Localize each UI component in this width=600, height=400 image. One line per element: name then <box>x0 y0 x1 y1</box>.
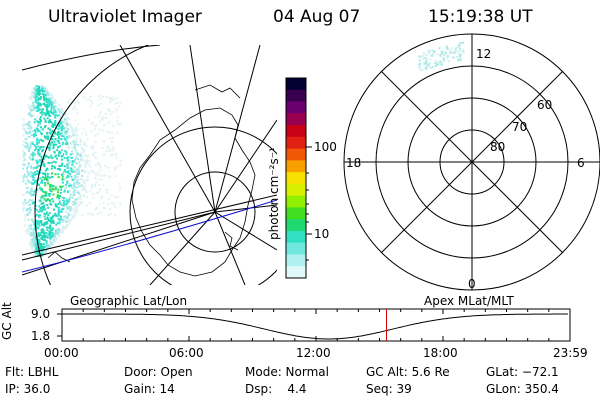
colorbar-strip <box>286 254 306 267</box>
colorbar <box>285 77 312 279</box>
meridian-line <box>22 211 216 276</box>
latitude-arc <box>22 45 161 71</box>
terminator-line <box>22 199 277 273</box>
colorbar-tick-label: 10 <box>314 227 330 241</box>
colorbar-strip <box>286 195 306 208</box>
mlat-label-80: 80 <box>490 140 506 154</box>
colorbar-unit-label: photon cm⁻²s⁻¹ <box>267 147 281 240</box>
xtick-label: 00:00 <box>44 346 79 360</box>
apex-label: Apex MLat/MLT <box>424 294 514 308</box>
timeline-plot <box>57 308 571 342</box>
colorbar-strip <box>286 230 306 244</box>
colorbar-strip <box>286 113 306 126</box>
meridian-line <box>214 211 246 285</box>
colorbar-strip <box>286 172 306 185</box>
meridian-line <box>214 204 277 213</box>
colorbar-strip <box>286 148 306 161</box>
latitude-circle <box>174 171 256 253</box>
mlt-line-diag <box>381 71 563 253</box>
colorbar-strip <box>286 125 306 138</box>
mlt-label-18: 18 <box>346 156 362 170</box>
ip-info: IP: 36.0 <box>5 382 51 396</box>
altitude-curve <box>62 313 568 340</box>
coastline <box>47 251 71 263</box>
dsp-info: Dsp: 4.4 <box>245 382 307 396</box>
polar-plot <box>343 33 600 291</box>
door-info: Door: Open <box>124 365 193 379</box>
colorbar-strip <box>286 219 306 232</box>
date-label: 04 Aug 07 <box>273 7 361 27</box>
xtick-label: 18:00 <box>423 346 458 360</box>
colorbar-tick-label: 100 <box>314 140 337 154</box>
colorbar-strip <box>286 160 306 173</box>
mlt-label-6: 6 <box>577 156 585 170</box>
mode-info: Mode: Normal <box>245 365 329 379</box>
ytick-label: 9.0 <box>31 307 51 321</box>
meridian-line <box>119 45 216 213</box>
gc-alt-info: GC Alt: 5.6 Re <box>366 365 450 379</box>
colorbar-strip <box>286 266 306 279</box>
glat-info: GLat: −72.1 <box>486 365 559 379</box>
gain-info: Gain: 14 <box>124 382 175 396</box>
meridian-line <box>214 119 277 213</box>
polar-aurora <box>418 41 465 71</box>
meridian-line <box>214 211 277 251</box>
timeline-ylabel: GC Alt <box>0 302 14 340</box>
colorbar-strip <box>286 183 306 197</box>
mlat-label-70: 70 <box>512 120 528 134</box>
antarctica-coastline <box>131 107 256 277</box>
mlat-label-60: 60 <box>537 98 553 112</box>
geographic-map <box>22 45 277 285</box>
filter-info: Flt: LBHL <box>5 365 59 379</box>
instrument-title: Ultraviolet Imager <box>48 7 202 27</box>
meridian-line <box>22 211 216 261</box>
meridian-line <box>189 45 216 213</box>
xtick-label: 23:59 <box>553 346 588 360</box>
latitude-circle <box>129 126 277 285</box>
coastline <box>224 231 239 251</box>
colorbar-strip <box>286 207 306 220</box>
colorbar-strip <box>286 78 306 91</box>
seq-info: Seq: 39 <box>366 382 412 396</box>
glon-info: GLon: 350.4 <box>486 382 559 396</box>
ytick-label: 1.8 <box>31 329 51 343</box>
colorbar-strip <box>286 242 306 255</box>
geographic-label: Geographic Lat/Lon <box>70 294 188 308</box>
xtick-label: 12:00 <box>296 346 331 360</box>
aurora-emission <box>22 85 122 257</box>
colorbar-strip <box>286 101 306 114</box>
xtick-label: 06:00 <box>169 346 204 360</box>
coastline <box>194 84 241 99</box>
time-label: 15:19:38 UT <box>428 7 533 27</box>
latitude-arc <box>22 194 277 256</box>
mlt-label-12: 12 <box>476 47 492 61</box>
colorbar-strip <box>286 136 306 150</box>
latitude-circle <box>34 45 150 285</box>
colorbar-strip <box>286 89 306 103</box>
mlt-label-0: 0 <box>468 277 476 291</box>
meridian-line <box>149 211 216 285</box>
